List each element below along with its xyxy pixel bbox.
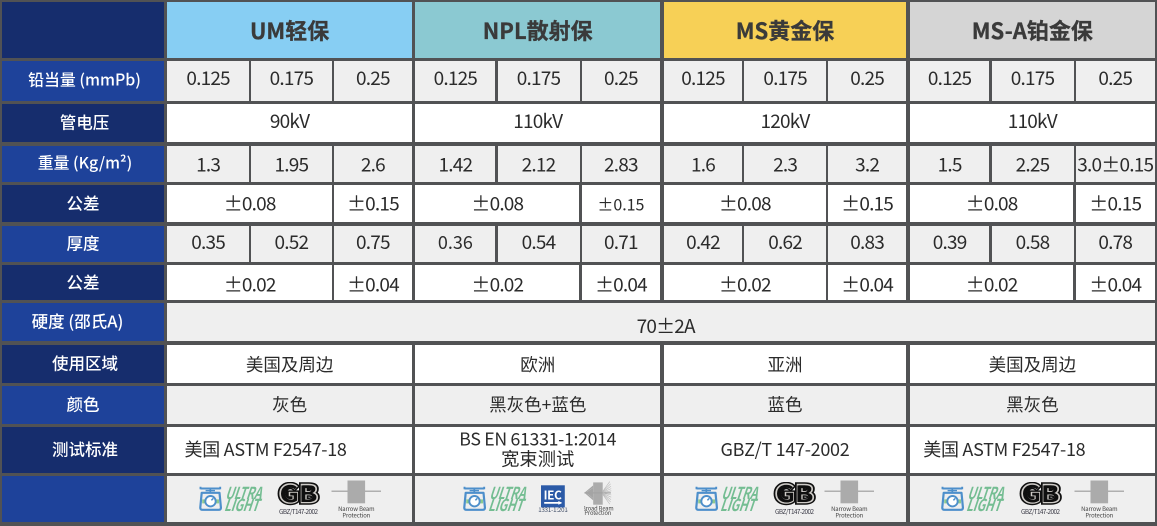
svg-text:GB: GB xyxy=(776,482,813,509)
svg-text:Narrow Beam: Narrow Beam xyxy=(1081,504,1117,513)
svg-text:GB: GB xyxy=(1021,482,1061,510)
svg-text:GB: GB xyxy=(775,482,815,510)
svg-text:IEC: IEC xyxy=(544,486,563,503)
svg-text:61331-1:2014: 61331-1:2014 xyxy=(538,504,568,513)
svg-text:Protection: Protection xyxy=(1085,511,1113,520)
svg-text:GB: GB xyxy=(1021,482,1061,510)
svg-text:GB: GB xyxy=(280,482,317,509)
svg-text:Broad Beam: Broad Beam xyxy=(584,503,614,512)
svg-text:Protection: Protection xyxy=(835,511,863,520)
svg-text:Protection: Protection xyxy=(585,508,612,517)
svg-text:GBZ/T147-2002: GBZ/T147-2002 xyxy=(775,507,814,516)
svg-text:GBZ/T147-2002: GBZ/T147-2002 xyxy=(1021,507,1060,516)
svg-text:GB: GB xyxy=(1022,482,1059,509)
svg-text:Narrow Beam: Narrow Beam xyxy=(338,504,374,513)
svg-text:Narrow Beam: Narrow Beam xyxy=(831,504,867,513)
svg-text:GBZ/T147-2002: GBZ/T147-2002 xyxy=(279,507,318,516)
svg-text:GB: GB xyxy=(278,482,318,510)
svg-text:Protection: Protection xyxy=(343,511,371,520)
svg-text:GB: GB xyxy=(775,482,815,510)
svg-text:GB: GB xyxy=(278,482,318,510)
